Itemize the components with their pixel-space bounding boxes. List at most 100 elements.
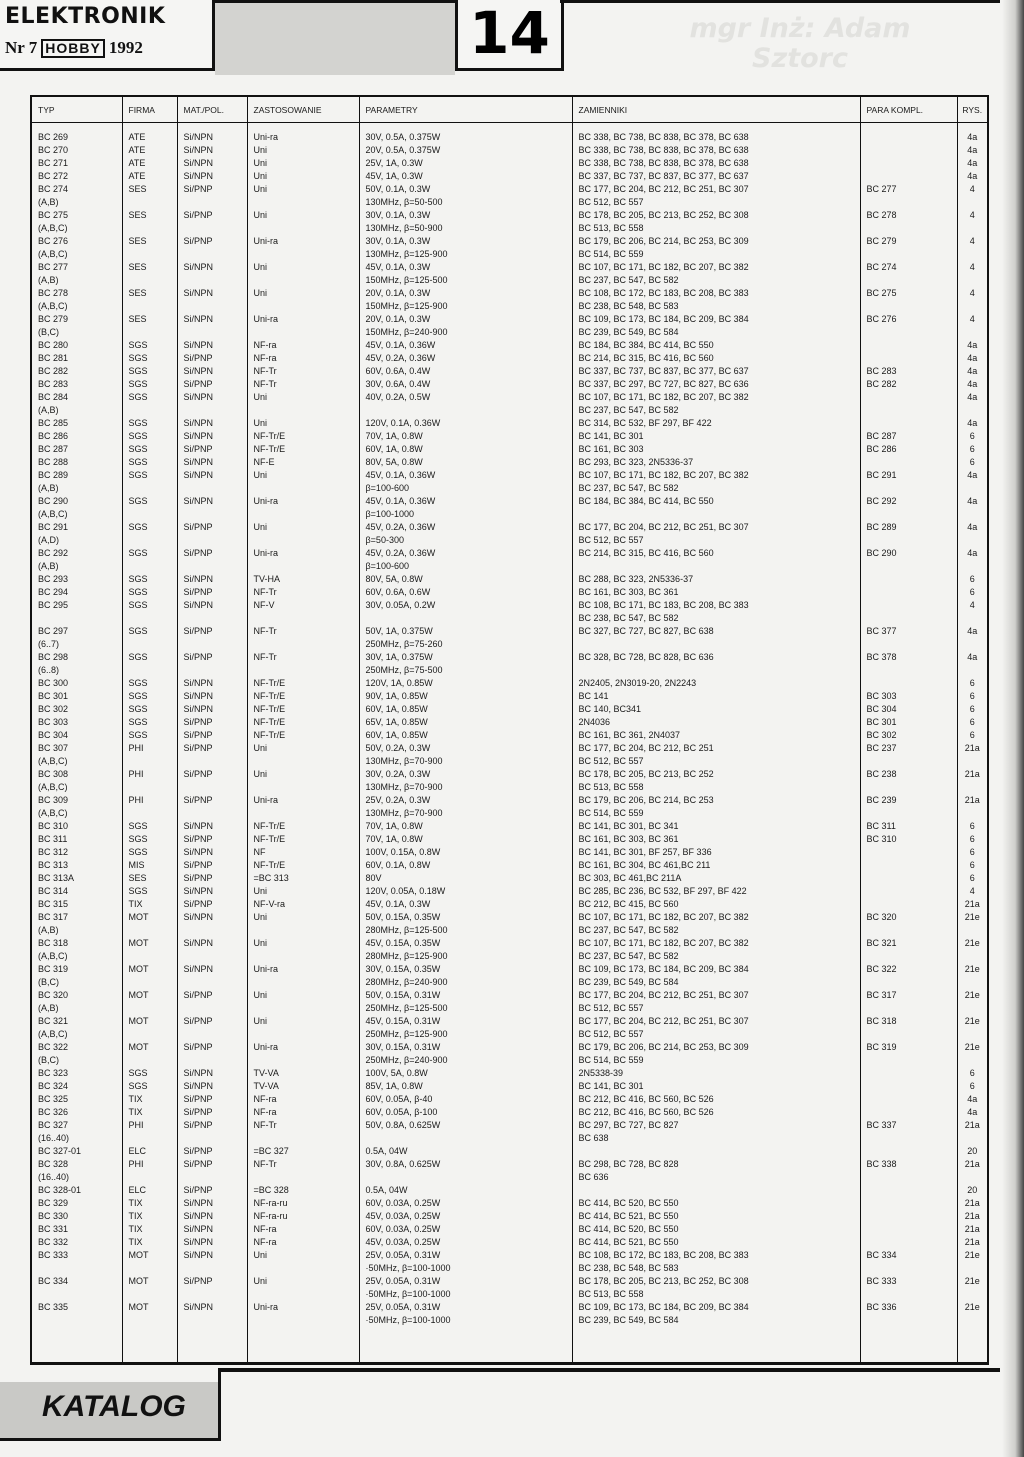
cell-complementary <box>859 1080 957 1093</box>
equivalent-line: 2N5338-39 <box>578 1068 624 1078</box>
figure-ref: 20 <box>967 1185 978 1195</box>
cell-manufacturer-text: SGS <box>128 717 148 727</box>
cell-figure: 4a <box>956 157 987 170</box>
cell-parameters: 80V, 5A, 0.8W <box>358 456 572 469</box>
cell-typ: BC 278 (A,B,C) <box>32 287 122 313</box>
complementary-pair: BC 321 <box>866 938 897 948</box>
cell-complementary: BC 303 <box>859 690 957 703</box>
type-variants: (A,B,C) <box>38 1029 68 1039</box>
cell-material: Si/NPN <box>176 1210 247 1223</box>
cell-manufacturer-text: SES <box>128 262 147 272</box>
cell-application: NF-Tr/E <box>246 430 359 443</box>
transistor-type: BC 277 <box>38 262 69 272</box>
type-variants: (A,B) <box>38 275 59 285</box>
cell-equivalents: 2N4036 <box>571 716 860 729</box>
parameter-line: 45V, 1A, 0.3W <box>365 171 423 181</box>
cell-complementary <box>859 1223 957 1236</box>
equivalent-line: BC 179, BC 206, BC 214, BC 253 <box>578 795 714 805</box>
cell-parameters: 30V, 0.6A, 0.4W <box>358 378 572 391</box>
col-mat-pol: MAT./POL. <box>176 97 247 123</box>
cell-material: Si/NPN <box>176 1067 247 1080</box>
figure-ref: 6 <box>969 821 975 831</box>
cell-application: NF-E <box>246 456 359 469</box>
cell-equivalents: BC 338, BC 738, BC 838, BC 378, BC 638 <box>571 157 860 170</box>
table-row: BC 330 TIX Si/NPN NF-ra-ru 45V, 0.03A, 0.25W… <box>32 1210 987 1223</box>
cell-application: Uni-ra <box>246 1041 359 1067</box>
parameter-line: 120V, 0.1A, 0.36W <box>365 418 441 428</box>
complementary-pair: BC 303 <box>866 691 897 701</box>
cell-application-text: Uni <box>253 1250 268 1260</box>
parameter-line: 30V, 0.8A, 0.625W <box>365 1159 441 1169</box>
cell-material-text: Si/NPN <box>183 392 214 402</box>
cell-application: NF-Tr <box>246 365 359 378</box>
equivalent-line: 2N2405, 2N3019-20, 2N2243 <box>578 678 697 688</box>
cell-manufacturer-text: MOT <box>128 912 149 922</box>
complementary-pair <box>867 586 951 599</box>
cell-material-text: Si/PNP <box>183 652 213 662</box>
cell-equivalents: BC 141 <box>571 690 860 703</box>
cell-typ: BC 313 <box>32 859 122 872</box>
figure-ref: 4 <box>969 210 975 220</box>
figure-ref: 4a <box>967 1094 978 1104</box>
cell-application: Uni <box>246 768 359 794</box>
cell-application: Uni-ra <box>246 794 359 820</box>
cell-complementary <box>859 1184 957 1197</box>
complementary-pair: BC 279 <box>866 236 897 246</box>
cell-complementary: BC 304 <box>859 703 957 716</box>
parameter-line: 25V, 0.05A, 0.31W <box>365 1302 441 1312</box>
parameter-line: 45V, 0.1A, 0.36W <box>365 496 436 506</box>
cell-equivalents: BC 107, BC 171, BC 182, BC 207, BC 382 BC… <box>571 911 860 937</box>
cell-application: NF-ra <box>246 1236 359 1249</box>
cell-typ: BC 276 (A,B,C) <box>32 235 122 261</box>
parameter-line: 250MHz, β=125-500 <box>365 1003 448 1013</box>
cell-material-text: Si/NPN <box>183 691 214 701</box>
cell-figure: 6 <box>956 443 987 456</box>
cell-application: NF-ra <box>246 352 359 365</box>
complementary-pair: BC 322 <box>866 964 897 974</box>
cell-complementary <box>859 677 957 690</box>
equivalent-line: BC 285, BC 236, BC 532, BF 297, BF 422 <box>578 886 747 896</box>
cell-material-text: Si/PNP <box>183 1094 213 1104</box>
cell-manufacturer: MOT <box>121 911 177 937</box>
cell-parameters: 100V, 5A, 0.8W <box>358 1067 572 1080</box>
equivalent-line: BC 238, BC 547, BC 582 <box>578 613 679 623</box>
issue-number: Nr 7 <box>5 38 38 57</box>
cell-figure: 4 <box>956 209 987 235</box>
cell-material-text: Si/NPN <box>183 288 214 298</box>
cell-typ: BC 332 <box>32 1236 122 1249</box>
cell-manufacturer: PHI <box>121 1119 177 1145</box>
parameter-line: 30V, 0.1A, 0.3W <box>365 236 431 246</box>
type-variants: (A,B,C) <box>38 249 68 259</box>
transistor-type: BC 322 <box>38 1042 69 1052</box>
equivalent-line: BC 288, BC 323, 2N5336-37 <box>578 574 694 584</box>
cell-application: Uni <box>246 170 359 183</box>
cell-material: Si/PNP <box>176 989 247 1015</box>
complementary-pair: BC 338 <box>866 1159 897 1169</box>
cell-material-text: Si/PNP <box>183 1185 213 1195</box>
table-row: BC 292 (A,B) SGS Si/PNP Uni-ra 45V, 0.2A, 0.3… <box>32 547 987 573</box>
parameter-line: ·50MHz, β=100-1000 <box>365 1315 451 1325</box>
type-variants: (A,B) <box>38 925 59 935</box>
cell-application: NF-Tr <box>246 1158 359 1184</box>
cell-manufacturer-text: MOT <box>128 1250 149 1260</box>
transistor-type: BC 333 <box>38 1250 69 1260</box>
complementary-pair <box>867 339 951 352</box>
cell-parameters: 30V, 0.1A, 0.3W 130MHz, β=125-900 <box>358 235 572 261</box>
parameter-line: 130MHz, β=50-500 <box>365 197 443 207</box>
cell-manufacturer-text: SES <box>128 288 147 298</box>
cell-manufacturer-text: SGS <box>128 444 148 454</box>
cell-material-text: Si/PNP <box>183 795 213 805</box>
scan-edge <box>1002 0 1024 1457</box>
cell-complementary <box>859 144 957 157</box>
parameter-line: 25V, 0.2A, 0.3W <box>365 795 431 805</box>
parameter-line: ·50MHz, β=100-1000 <box>365 1263 451 1273</box>
table-row: BC 298 (6..8) SGS Si/PNP NF-Tr 30V, 1A, 0.375… <box>32 651 987 677</box>
cell-application: NF-Tr <box>246 651 359 677</box>
cell-typ: BC 328-01 <box>32 1184 122 1197</box>
cell-application-text: =BC 313 <box>253 873 289 883</box>
cell-parameters: 70V, 1A, 0.8W <box>358 820 572 833</box>
cell-parameters: 50V, 0.15A, 0.31W 250MHz, β=125-500 <box>358 989 572 1015</box>
transistor-type: BC 280 <box>38 340 69 350</box>
complementary-pair: BC 333 <box>866 1276 897 1286</box>
cell-material-text: Si/PNP <box>183 210 213 220</box>
